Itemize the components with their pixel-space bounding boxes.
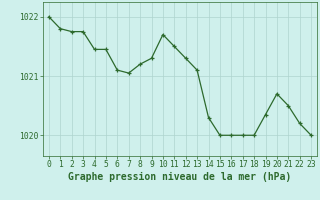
X-axis label: Graphe pression niveau de la mer (hPa): Graphe pression niveau de la mer (hPa) [68, 172, 292, 182]
